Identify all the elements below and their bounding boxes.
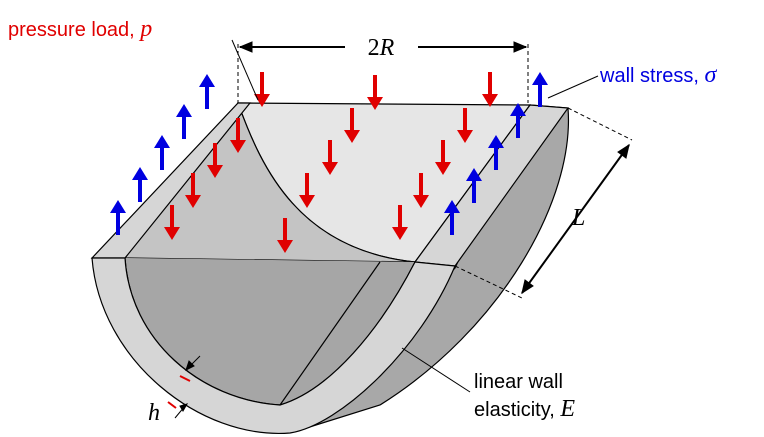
label-symbol: R [379,35,395,61]
seam [279,261,381,406]
inner-upper [123,101,416,263]
pressure-label: pressure load, p [8,16,152,42]
thickness-label: h [148,400,160,426]
stress-label: wall stress, σ [599,62,717,88]
label-number: 2 [368,35,380,61]
label-text: wall stress, [599,65,704,87]
length-label: L [571,205,585,231]
label-symbol: E [559,396,575,422]
elasticity-line2: elasticity, E [474,396,575,422]
elasticity-line1: linear wall [474,371,563,393]
inner-lower [125,258,415,405]
label-text: elasticity, [474,399,560,421]
label-text: pressure load, [8,19,140,41]
label-symbol: σ [704,62,717,88]
diameter-label: 2R [368,35,395,61]
label-symbol: p [138,16,152,42]
thickness-marks [167,375,191,409]
dimensions [174,39,633,419]
